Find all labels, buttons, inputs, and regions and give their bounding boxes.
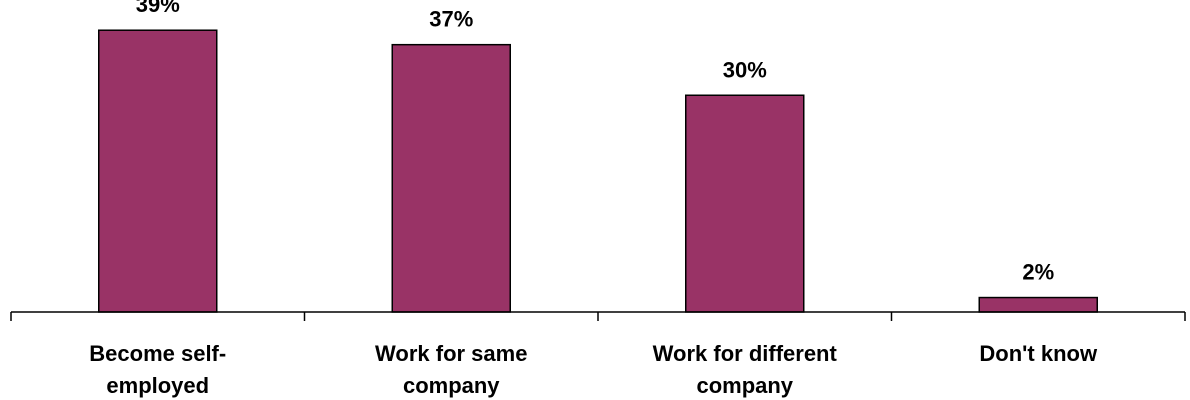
category-label: Work for different company [653, 341, 838, 398]
bar [685, 94, 805, 313]
bar [98, 29, 218, 313]
bar-value-label: 37% [429, 7, 473, 32]
category-label-line: company [403, 373, 500, 398]
category-label-line: Become self- [89, 341, 226, 366]
category-label-line: employed [106, 373, 209, 398]
bar-value-label: 2% [1022, 260, 1054, 285]
bar [978, 296, 1098, 313]
value-labels-group: 39% 37% 30% 2% [136, 0, 1054, 285]
category-label-line: Work for same [375, 341, 527, 366]
x-axis-ticks [10, 312, 1186, 321]
bar [391, 43, 511, 313]
category-label: Don't know [979, 341, 1098, 366]
bars-group [98, 29, 1098, 313]
bar-value-label: 39% [136, 0, 180, 17]
category-label: Work for same company [375, 341, 527, 398]
category-labels-group: Become self-employed Work for same company… [89, 341, 1098, 398]
category-label-line: company [696, 373, 793, 398]
bar-value-label: 30% [723, 57, 767, 82]
category-label-line: Work for different [653, 341, 838, 366]
category-label-line: Don't know [979, 341, 1098, 366]
category-label: Become self-employed [89, 341, 226, 398]
